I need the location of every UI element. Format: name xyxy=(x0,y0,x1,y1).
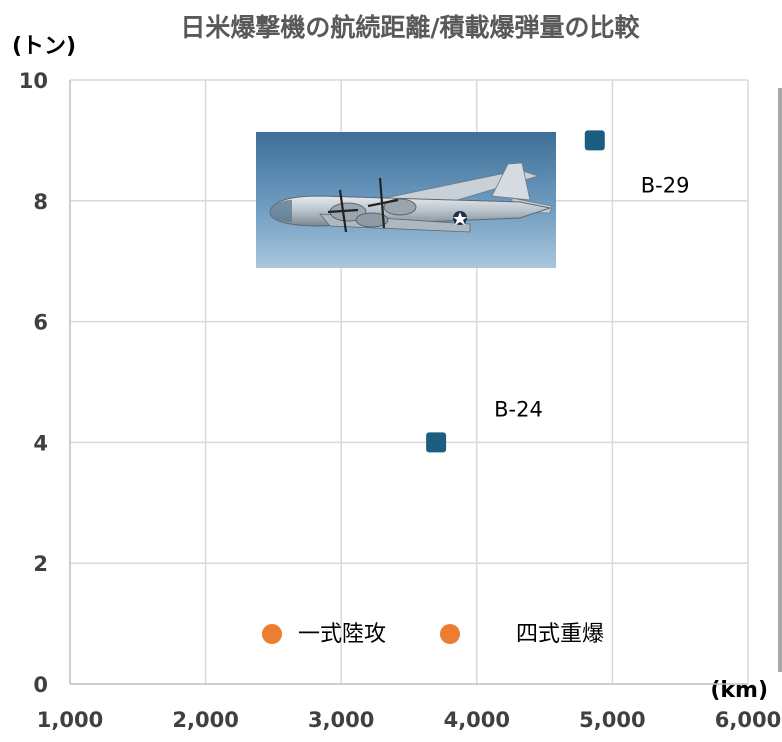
legend-marker xyxy=(262,624,282,644)
x-tick-label: 1,000 xyxy=(37,708,103,732)
legend-label: 一式陸攻 xyxy=(298,622,386,647)
legend-label: 四式重爆 xyxy=(516,622,604,647)
x-tick-label: 4,000 xyxy=(444,708,510,732)
data-point-b-24 xyxy=(426,432,447,453)
x-tick-label: 2,000 xyxy=(172,708,238,732)
y-tick-label: 8 xyxy=(33,190,48,214)
y-axis-unit: (トン) xyxy=(12,34,76,59)
chart-title: 日米爆撃機の航続距離/積載爆弾量の比較 xyxy=(180,13,640,42)
legend: 一式陸攻 四式重爆 xyxy=(262,622,604,647)
right-edge-bar xyxy=(778,88,782,672)
y-tick-label: 0 xyxy=(33,673,48,697)
x-tick-label: 6,000 xyxy=(715,708,781,732)
data-marks: B-29 B-24 xyxy=(426,130,690,453)
x-axis-unit: (km) xyxy=(710,678,768,703)
data-label-b-29: B-29 xyxy=(641,173,690,197)
x-tick-label: 5,000 xyxy=(579,708,645,732)
y-tick-label: 10 xyxy=(19,69,48,93)
legend-marker xyxy=(440,624,460,644)
y-tick-label: 2 xyxy=(33,552,48,576)
axis-ticks: 1,000 2,000 3,000 4,000 5,000 6,000 0 2 4 6 8 10 xyxy=(19,69,781,732)
b29-photo xyxy=(256,132,556,268)
data-point-b-29 xyxy=(584,130,605,151)
y-tick-label: 6 xyxy=(33,311,48,335)
x-tick-label: 3,000 xyxy=(308,708,374,732)
data-label-b-24: B-24 xyxy=(494,397,543,421)
y-tick-label: 4 xyxy=(33,431,48,455)
